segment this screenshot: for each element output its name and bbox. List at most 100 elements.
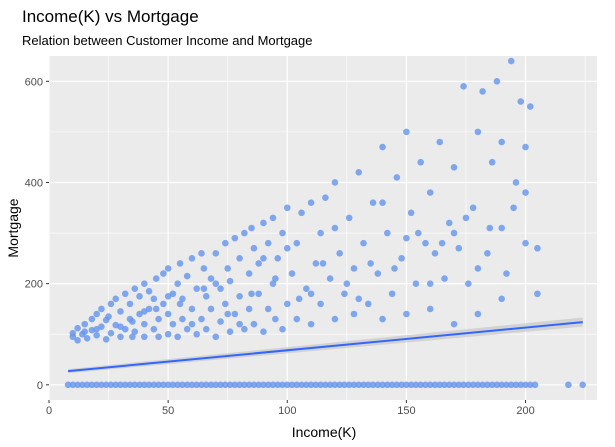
data-point <box>217 318 224 325</box>
data-point <box>176 300 184 308</box>
data-point <box>522 239 529 247</box>
data-point <box>279 381 286 389</box>
data-point <box>450 381 458 389</box>
data-point <box>198 249 205 257</box>
data-point <box>279 325 286 333</box>
data-point <box>174 280 181 287</box>
data-point <box>403 234 410 242</box>
data-point <box>426 305 434 313</box>
data-point <box>510 204 517 212</box>
data-point <box>436 381 444 389</box>
data-point <box>517 98 525 105</box>
data-point <box>526 381 534 389</box>
data-point <box>403 310 410 318</box>
data-point <box>226 277 234 285</box>
data-point <box>465 280 472 287</box>
data-point <box>522 189 529 196</box>
data-point <box>264 381 272 389</box>
data-point <box>269 280 277 287</box>
data-point <box>417 381 424 389</box>
data-point <box>317 381 324 389</box>
data-point <box>174 333 181 341</box>
data-point <box>69 329 77 337</box>
data-point <box>93 381 100 389</box>
data-point <box>293 381 301 389</box>
data-point <box>236 292 243 300</box>
data-point <box>288 270 296 277</box>
data-point <box>341 290 348 298</box>
data-point <box>369 381 377 389</box>
data-point <box>207 381 215 389</box>
data-point <box>212 249 220 257</box>
data-point <box>512 381 520 389</box>
plot-panel <box>49 56 597 400</box>
data-point <box>498 381 505 389</box>
data-point <box>141 280 148 287</box>
data-point <box>350 310 358 318</box>
data-point <box>531 381 539 389</box>
y-tick-label: 0 <box>37 380 43 392</box>
data-point <box>341 381 348 389</box>
data-point <box>303 381 310 389</box>
data-point <box>307 381 315 389</box>
data-point <box>565 381 572 389</box>
data-point <box>117 323 124 330</box>
data-point <box>474 310 482 318</box>
data-point <box>379 315 386 323</box>
data-point <box>312 381 320 389</box>
data-point <box>398 381 405 389</box>
data-point <box>274 381 282 389</box>
data-point <box>198 381 205 389</box>
data-point <box>422 239 429 247</box>
data-point <box>269 381 277 389</box>
data-point <box>379 199 386 207</box>
data-point <box>307 199 315 207</box>
data-point <box>462 214 470 222</box>
data-point <box>312 260 320 267</box>
data-point <box>517 381 525 389</box>
y-axis-title: Mortgage <box>5 198 21 257</box>
data-point <box>164 330 172 338</box>
data-point <box>295 295 303 303</box>
x-axis-ticks: 0 50 100 150 200 <box>46 400 535 417</box>
x-tick-label: 0 <box>46 405 52 417</box>
data-point <box>176 260 184 267</box>
data-point <box>293 315 301 323</box>
data-point <box>469 381 477 389</box>
data-point <box>236 381 243 389</box>
data-point <box>307 290 315 298</box>
data-point <box>364 300 372 308</box>
data-point <box>155 333 162 341</box>
data-point <box>322 194 329 201</box>
data-point <box>74 337 81 344</box>
y-tick-label: 600 <box>25 76 43 88</box>
data-point <box>579 381 587 389</box>
data-point <box>450 163 458 171</box>
data-point <box>131 285 139 293</box>
data-point <box>279 229 286 237</box>
data-point <box>498 138 505 146</box>
data-point <box>360 381 367 389</box>
data-point <box>415 229 422 237</box>
data-point <box>460 83 467 90</box>
data-point <box>407 209 415 217</box>
data-point <box>474 265 482 272</box>
data-point <box>255 290 262 298</box>
data-point <box>503 270 510 277</box>
data-point <box>198 315 205 323</box>
data-point <box>426 189 434 196</box>
data-point <box>248 290 255 298</box>
data-point <box>493 77 501 85</box>
data-point <box>121 290 129 298</box>
data-point <box>345 381 353 389</box>
data-point <box>200 285 208 293</box>
data-point <box>384 381 391 389</box>
data-point <box>179 315 186 323</box>
data-point <box>384 229 391 237</box>
data-point <box>93 310 100 318</box>
data-point <box>245 270 253 277</box>
data-point <box>141 381 148 389</box>
data-point <box>164 292 172 300</box>
data-point <box>250 244 258 252</box>
data-point <box>207 275 215 282</box>
